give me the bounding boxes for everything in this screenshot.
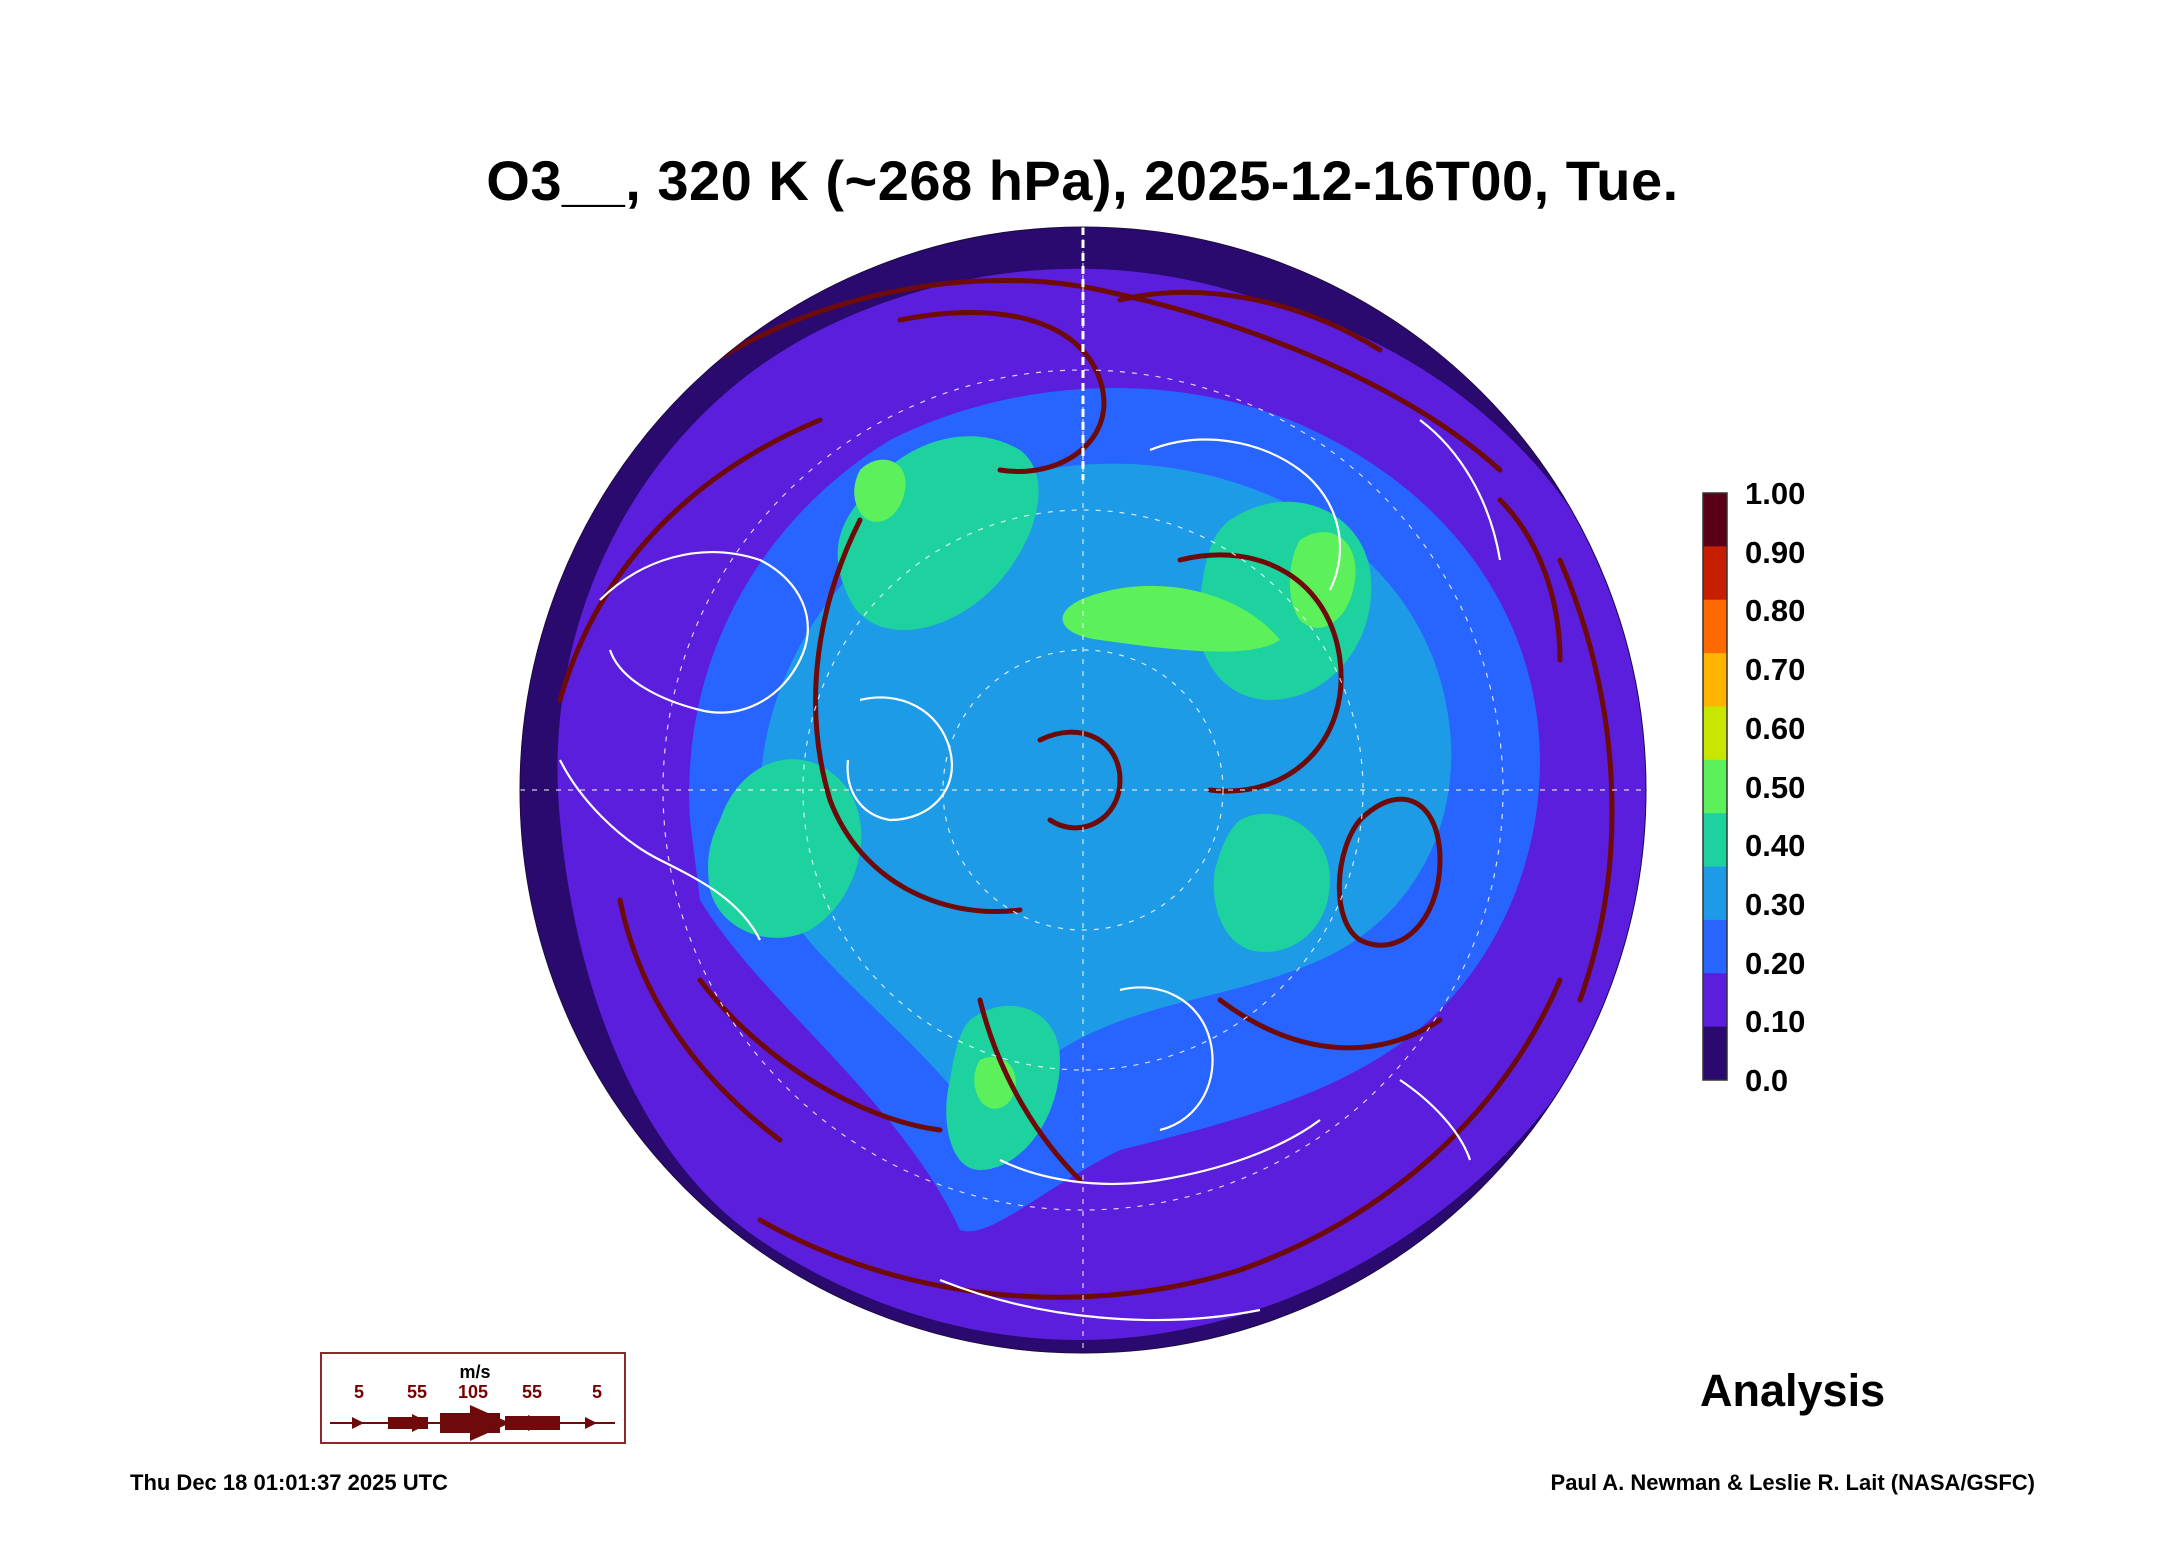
map-title: O3__, 320 K (~268 hPa), 2025-12-16T00, T… — [486, 149, 1679, 212]
colorbar-segment — [1703, 1026, 1727, 1081]
colorbar-tick-label: 0.0 — [1745, 1063, 1789, 1098]
colorbar — [1702, 492, 1728, 1081]
colorbar-tick-label: 1.00 — [1745, 476, 1806, 511]
wind-legend-value: 55 — [407, 1382, 428, 1402]
streamlines — [557, 277, 1615, 1300]
wind-legend-unit: m/s — [459, 1362, 491, 1382]
analysis-label: Analysis — [1700, 1365, 1886, 1416]
ozone-high-band-3 — [708, 759, 862, 938]
colorbar-tick-label: 0.30 — [1745, 886, 1806, 922]
colorbar-segment — [1703, 813, 1727, 868]
coastlines — [559, 419, 1502, 1322]
colorbar-tick-label: 0.80 — [1745, 593, 1806, 629]
wind-legend-value: 55 — [522, 1382, 543, 1402]
ozone-peak-band-4 — [854, 459, 906, 522]
colorbar-tick-label: 0.20 — [1745, 945, 1806, 981]
ozone-peak-band — [1062, 585, 1280, 652]
credit: Paul A. Newman & Leslie R. Lait (NASA/GS… — [1550, 1470, 2035, 1495]
colorbar-tick-label: 0.40 — [1745, 828, 1806, 864]
colorbar-segment — [1703, 653, 1727, 707]
wind-legend-value: 5 — [354, 1382, 365, 1402]
colorbar-segment — [1703, 706, 1727, 761]
globe-outline — [519, 226, 1647, 1354]
colorbar-segment — [1703, 973, 1727, 1028]
colorbar-segment — [1703, 546, 1727, 601]
colorbar-segment — [1703, 866, 1727, 921]
colorbar-segment — [1703, 493, 1727, 547]
wind-legend-value: 5 — [592, 1382, 603, 1402]
colorbar-tick-label: 0.50 — [1745, 769, 1806, 805]
wind-legend: m/s 5 55 105 55 5 — [320, 1352, 626, 1444]
colorbar-tick-label: 0.60 — [1745, 710, 1806, 746]
colorbar-outline — [1702, 492, 1728, 1081]
timestamp: Thu Dec 18 01:01:37 2025 UTC — [130, 1470, 448, 1495]
colorbar-tick-label: 0.10 — [1745, 1004, 1806, 1040]
colorbar-tick-label: 0.90 — [1745, 534, 1806, 570]
colorbar-tick-label: 0.70 — [1745, 652, 1806, 688]
colorbar-segment — [1703, 599, 1727, 654]
colorbar-segment — [1703, 919, 1727, 974]
graticule — [520, 227, 1646, 1353]
wind-legend-arrow — [330, 1405, 615, 1441]
ozone-high-band-5 — [1213, 813, 1330, 952]
wind-legend-value: 105 — [458, 1382, 489, 1402]
colorbar-segment — [1703, 759, 1727, 814]
